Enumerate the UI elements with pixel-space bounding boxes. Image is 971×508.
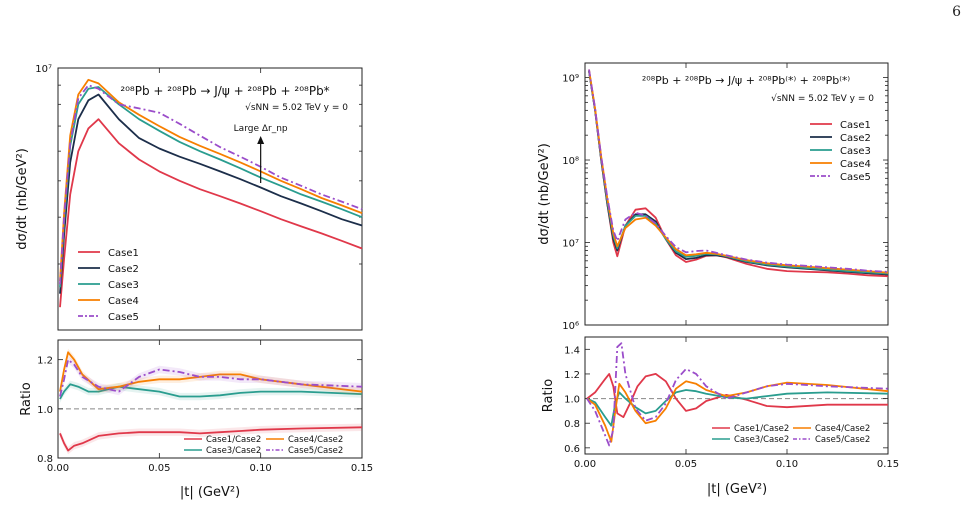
- right-ytick-label: 10⁷: [562, 239, 579, 250]
- right-ratio-legend-label-case5-case2: Case5/Case2: [815, 435, 870, 445]
- left-series-case2: [59, 93, 363, 294]
- page-number: 6: [952, 4, 961, 20]
- left-series-case3: [59, 86, 363, 288]
- left-main-frame: [57, 67, 363, 331]
- left-ratio-ytick-label: 1.0: [37, 405, 53, 416]
- left-ylabel: dσ/dt (nb/GeV²): [15, 148, 30, 250]
- left-chart-title: ²⁰⁸Pb + ²⁰⁸Pb → J/ψ + ²⁰⁸Pb + ²⁰⁸Pb*: [120, 84, 329, 98]
- right-xlabel: |t| (GeV²): [707, 482, 767, 497]
- left-ratio-frame: [57, 339, 363, 459]
- right-ratio-ytick-label: 0.6: [564, 444, 580, 455]
- right-series-case1: [588, 70, 889, 278]
- left-series-case4: [59, 78, 363, 282]
- right-legend-label-case5: Case5: [840, 172, 871, 183]
- right-main-frame: [584, 62, 889, 326]
- right-ratio-series-case1-case2: [586, 372, 888, 419]
- left-ratio-ytick-label: 0.8: [37, 454, 53, 465]
- right-ytick-label: 10⁶: [562, 321, 579, 332]
- right-ratio-ytick-label: 1.2: [564, 370, 580, 381]
- right-ytick-label: 10⁹: [562, 74, 579, 85]
- right-xtick-label: 0.15: [877, 459, 899, 470]
- left-ratio-series-case1-case2: [59, 426, 363, 452]
- left-ratio-band-case1-case2: [60, 423, 362, 455]
- left-xtick-label: 0.15: [351, 463, 373, 474]
- left-ratio-ylabel: Ratio: [19, 382, 34, 415]
- left-xtick-label: 0.00: [47, 463, 69, 474]
- left-legend-label-case5: Case5: [108, 312, 139, 323]
- right-legend-label-case2: Case2: [840, 133, 871, 144]
- left-xtick-label: 0.05: [148, 463, 170, 474]
- left-ratio-series-case5-case2: [59, 358, 363, 397]
- left-chart-subtitle: √sNN = 5.02 TeV y = 0: [245, 102, 348, 113]
- left-ratio-band-case4-case2: [60, 348, 362, 396]
- right-ratio-legend-label-case4-case2: Case4/Case2: [815, 424, 870, 434]
- left-annotation-arrowhead: [257, 136, 265, 144]
- left-ratio-legend-label-case3-case2: Case3/Case2: [206, 446, 261, 456]
- left-ratio-ytick-label: 1.2: [37, 356, 53, 367]
- left-annotation-text: Large Δr_np: [234, 124, 288, 134]
- right-legend-label-case3: Case3: [840, 146, 871, 157]
- right-xtick-label: 0.10: [776, 459, 798, 470]
- left-legend-label-case2: Case2: [108, 264, 139, 275]
- right-ytick-label: 10⁸: [562, 156, 579, 167]
- left-legend-label-case3: Case3: [108, 280, 139, 291]
- right-legend-label-case4: Case4: [840, 159, 871, 170]
- right-ratio-frame: [584, 336, 889, 455]
- left-series-case1: [59, 118, 363, 308]
- left-ratio-legend-label-case5-case2: Case5/Case2: [288, 446, 343, 456]
- right-series-case5: [588, 69, 889, 273]
- right-xtick-label: 0.00: [574, 459, 596, 470]
- left-ratio-legend-label-case1-case2: Case1/Case2: [206, 435, 261, 445]
- left-series-case5: [59, 84, 363, 285]
- right-ratio-series-case3-case2: [586, 389, 889, 427]
- right-ratio-ytick-label: 1.0: [564, 395, 580, 406]
- left-ytick-label: 10⁷: [35, 64, 52, 75]
- right-ratio-legend-label-case3-case2: Case3/Case2: [734, 435, 789, 445]
- right-ratio-legend-label-case1-case2: Case1/Case2: [734, 424, 789, 434]
- left-ratio-band-case3-case2: [60, 380, 362, 403]
- left-ratio-band-case5-case2: [60, 356, 362, 401]
- left-ratio-series-case4-case2: [59, 351, 363, 393]
- right-ratio-series-case5-case2: [586, 342, 889, 447]
- left-ratio-series-case3-case2: [59, 383, 363, 400]
- left-legend-label-case4: Case4: [108, 296, 139, 307]
- right-chart-subtitle: √sNN = 5.02 TeV y = 0: [771, 93, 874, 104]
- right-ylabel: dσ/dt (nb/GeV²): [537, 143, 552, 245]
- left-xlabel: |t| (GeV²): [180, 485, 240, 500]
- right-legend-label-case1: Case1: [840, 120, 871, 131]
- left-xtick-label: 0.10: [250, 463, 272, 474]
- right-chart-title: ²⁰⁸Pb + ²⁰⁸Pb → J/ψ + ²⁰⁸Pb⁽*⁾ + ²⁰⁸Pb⁽*…: [642, 74, 851, 87]
- right-ratio-ytick-label: 1.4: [564, 345, 580, 356]
- right-series-case4: [588, 69, 889, 274]
- right-xtick-label: 0.05: [675, 459, 697, 470]
- left-ratio-legend-label-case4-case2: Case4/Case2: [288, 435, 343, 445]
- right-ratio-ytick-label: 0.8: [564, 419, 580, 430]
- right-ratio-ylabel: Ratio: [541, 379, 556, 412]
- left-legend-label-case1: Case1: [108, 248, 139, 259]
